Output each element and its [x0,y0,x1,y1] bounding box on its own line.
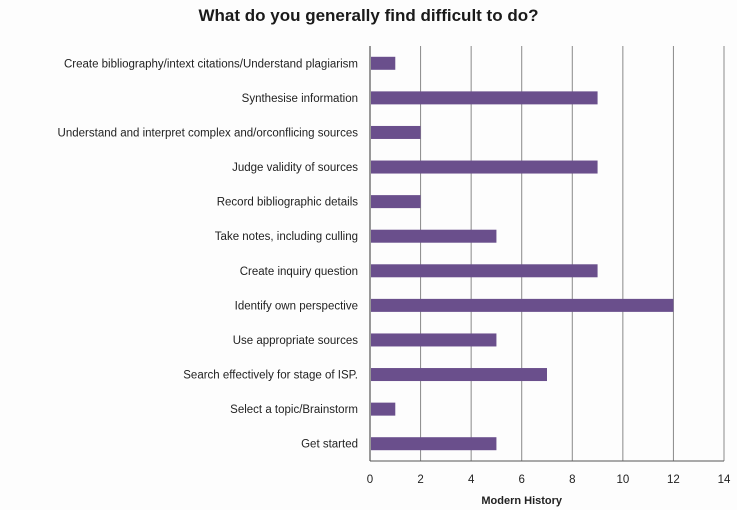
category-label: Understand and interpret complex and/orc… [58,127,359,139]
category-label: Get started [301,439,358,451]
category-label: Create bibliography/intext citations/Und… [64,58,358,70]
bar [371,91,598,105]
bar [371,125,421,139]
x-axis-ticks: 0 2 4 6 8 10 12 14 [367,474,731,486]
category-label: Record bibliographic details [217,197,359,209]
category-labels: Create bibliography/intext citations/Und… [58,58,359,450]
category-label: Take notes, including culling [215,231,358,243]
x-tick-label: 10 [616,474,629,486]
bar [371,437,497,451]
bars [371,56,674,451]
category-label: Select a topic/Brainstorm [230,404,358,416]
x-tick-label: 12 [667,474,680,486]
x-tick-label: 2 [417,474,423,486]
x-tick-label: 6 [519,474,525,486]
bar [371,264,598,278]
bar [371,368,547,382]
x-tick-label: 8 [569,474,575,486]
category-label: Judge validity of sources [232,162,358,174]
x-tick-label: 4 [468,474,475,486]
category-label: Synthesise information [242,93,358,105]
bar [371,160,598,174]
category-label: Create inquiry question [240,266,358,278]
bar [371,56,396,70]
category-label: Use appropriate sources [233,335,359,347]
x-tick-label: 0 [367,474,373,486]
x-axis-title: Modern History [481,495,563,507]
bar [371,333,497,347]
chart-title: What do you generally find difficult to … [198,6,539,25]
grid-lines [369,46,725,462]
bar [371,195,421,209]
x-tick-label: 14 [718,474,731,486]
category-label: Identify own perspective [235,300,358,312]
category-label: Search effectively for stage of ISP. [183,370,358,382]
bar [371,298,674,312]
bar [371,229,497,243]
bar [371,402,396,416]
